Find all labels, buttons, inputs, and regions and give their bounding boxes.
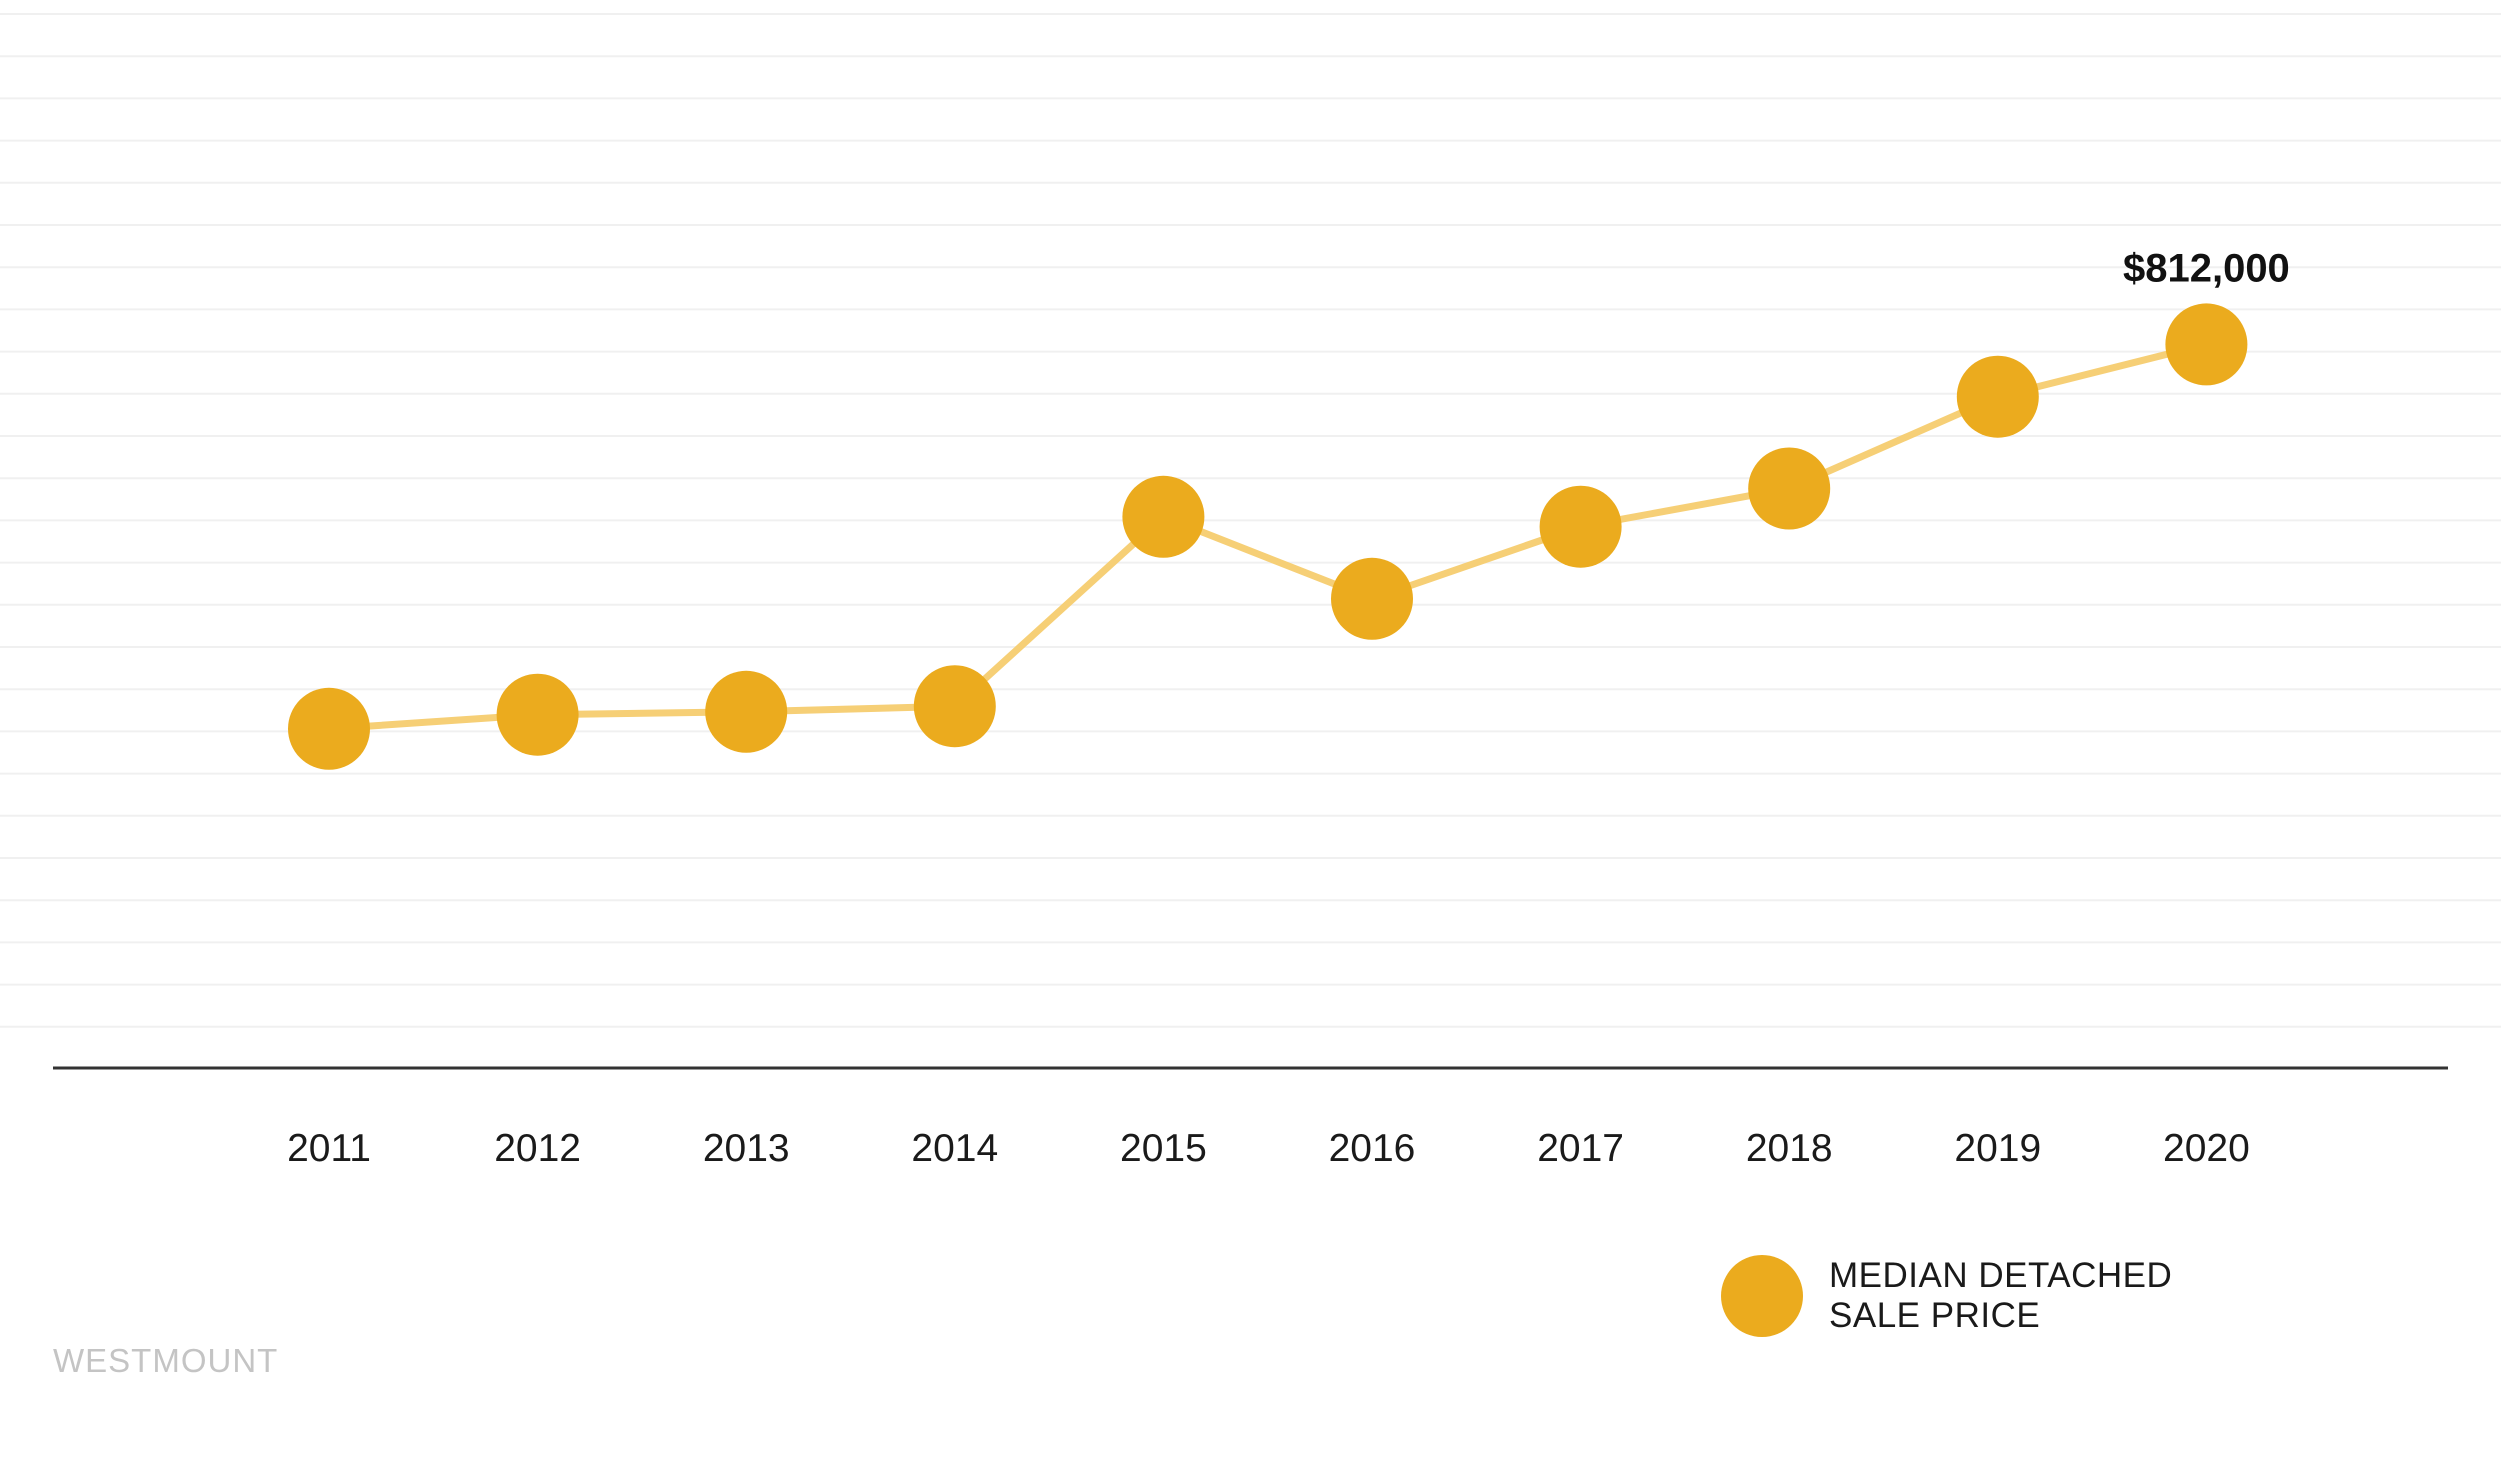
- data-point-2013: [705, 670, 788, 753]
- x-tick-label-2017: 2017: [1537, 1127, 1624, 1170]
- x-tick-label-2014: 2014: [911, 1127, 998, 1170]
- gridlines: [0, 13, 2501, 1028]
- x-tick-label-2012: 2012: [494, 1127, 581, 1170]
- x-tick-label-2013: 2013: [703, 1127, 790, 1170]
- data-labels: $812,000: [2123, 246, 2290, 290]
- data-point-2019: [1956, 355, 2039, 438]
- legend-label-line-1: MEDIAN DETACHED: [1829, 1256, 2172, 1295]
- x-tick-labels: 2011 2012 2013 2014 2015 2016 2017 2018 2019 2020: [287, 1127, 2250, 1170]
- data-point-2017: [1539, 485, 1622, 568]
- legend-label-line-2: SALE PRICE: [1829, 1296, 2040, 1335]
- legend-marker: [1721, 1255, 1803, 1337]
- x-tick-label-2011: 2011: [287, 1127, 371, 1170]
- data-point-2016: [1331, 557, 1413, 640]
- data-point-2018: [1748, 447, 1831, 530]
- data-points: [288, 303, 2248, 770]
- x-tick-label-2018: 2018: [1746, 1127, 1833, 1170]
- x-tick-label-2015: 2015: [1120, 1127, 1207, 1170]
- x-tick-label-2019: 2019: [1954, 1127, 2041, 1170]
- data-point-2015: [1122, 475, 1205, 558]
- data-label-2020: $812,000: [2123, 246, 2290, 290]
- data-point-2020: [2165, 303, 2248, 386]
- watermark-text: WESTMOUNT: [53, 1342, 278, 1379]
- x-tick-label-2020: 2020: [2163, 1127, 2250, 1170]
- x-tick-label-2016: 2016: [1329, 1127, 1416, 1170]
- data-point-2011: [288, 687, 370, 770]
- data-point-2014: [913, 665, 996, 748]
- series-line-median-detached-sale-price: [328, 341, 2208, 733]
- data-point-2012: [496, 673, 579, 756]
- legend: MEDIAN DETACHED SALE PRICE: [1721, 1255, 2172, 1337]
